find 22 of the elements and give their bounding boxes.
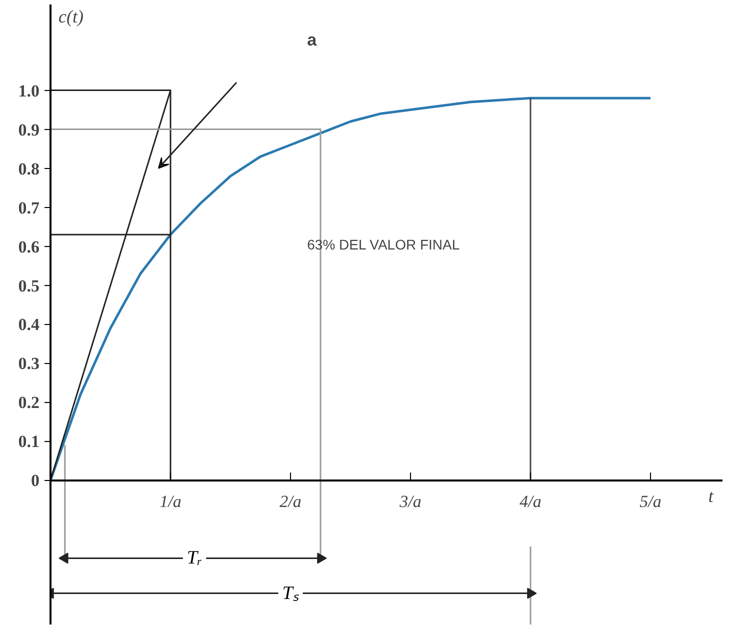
x-tick-label: 3/a: [398, 492, 422, 512]
x-tick-label: 4/a: [520, 492, 542, 512]
y-tick-label: 1.0: [18, 81, 40, 100]
y-axis-title: c(t): [58, 6, 84, 26]
x-tick-label: 2/a: [280, 492, 302, 512]
y-tick-label: 0.4: [18, 315, 40, 334]
y-tick-label: 0.7: [18, 198, 40, 218]
annotation: 63% DEL VALOR FINAL: [307, 236, 460, 252]
y-tick-label: 0.2: [18, 393, 40, 412]
y-tick-label: 0.3: [18, 354, 40, 374]
y-tick-label: 0: [31, 471, 40, 490]
annotation: a: [307, 30, 318, 50]
x-tick-label: 1/a: [160, 492, 182, 512]
annotation: Tₛ: [282, 582, 300, 604]
annotation: Tᵣ: [186, 548, 202, 569]
y-tick-label: 0.6: [18, 237, 40, 256]
y-tick-label: 0.5: [18, 276, 40, 296]
y-tick-label: 0.8: [18, 159, 40, 178]
x-tick-label: 5/a: [640, 492, 662, 512]
x-axis-title: t: [708, 486, 714, 506]
y-tick-label: 0.1: [18, 432, 40, 452]
y-tick-label: 0.9: [18, 120, 40, 140]
